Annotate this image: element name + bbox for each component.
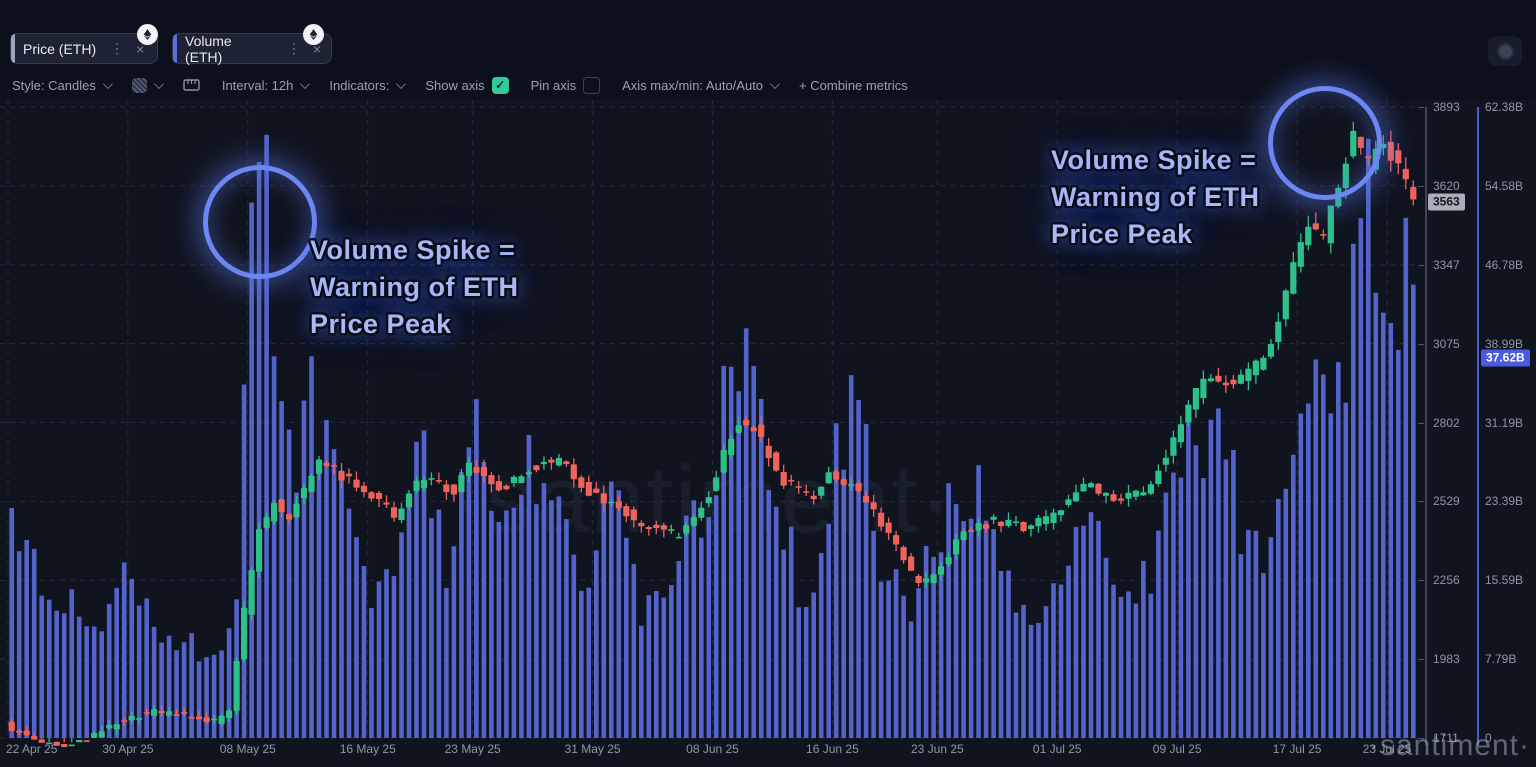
tick-mark — [1418, 343, 1424, 345]
callout-line: Volume Spike = — [310, 235, 516, 265]
volume-tick-label: 54.58B — [1485, 178, 1524, 193]
price-tick-label: 2802 — [1433, 415, 1460, 430]
date-tick-label: 08 Jun 25 — [686, 742, 739, 756]
eth-coin-icon — [303, 24, 324, 45]
volume-tick-label: 62.38B — [1485, 100, 1524, 114]
date-tick-label: 31 May 25 — [564, 742, 621, 756]
volume-tick-label: 31.19B — [1485, 415, 1524, 430]
price-volume-plot[interactable] — [0, 100, 1425, 767]
price-tick-label: 3620 — [1433, 178, 1460, 193]
eth-coin-icon — [137, 24, 158, 45]
date-tick-label: 16 Jun 25 — [806, 742, 859, 756]
interval-label: Interval: 12h — [221, 77, 294, 93]
tick-mark — [1418, 659, 1424, 661]
chevron-down-icon — [153, 78, 164, 89]
close-icon[interactable]: × — [312, 40, 321, 57]
style-label: Style: Candles — [12, 77, 96, 93]
tick-mark — [1418, 422, 1424, 424]
chart-settings-button[interactable] — [1488, 36, 1522, 66]
price-tick-label: 1983 — [1433, 652, 1460, 667]
tab-accent — [11, 34, 15, 63]
chevron-down-icon — [396, 78, 407, 89]
pin-axis-label: Pin axis — [530, 77, 577, 93]
tick-mark — [1418, 501, 1424, 503]
axis-maxmin-dropdown[interactable]: Axis max/min: Auto/Auto — [622, 77, 780, 93]
style-dropdown[interactable]: Style: Candles — [12, 77, 113, 93]
date-tick-label: 30 Apr 25 — [102, 742, 154, 756]
checkbox-checked-icon[interactable]: ✓ — [491, 76, 509, 94]
axis-maxmin-label: Axis max/min: Auto/Auto — [622, 77, 764, 93]
chevron-down-icon — [102, 78, 113, 89]
price-tick-label: 1711 — [1433, 731, 1459, 745]
indicators-dropdown[interactable]: Indicators: — [329, 77, 407, 93]
price-tick-label: 3893 — [1433, 100, 1460, 114]
kebab-menu-icon[interactable]: ⋮ — [110, 40, 125, 56]
tick-mark — [1418, 185, 1424, 187]
current-volume-badge: 37.62B — [1481, 349, 1530, 367]
date-tick-label: 23 Jun 25 — [910, 742, 964, 756]
date-tick-label: 23 May 25 — [444, 742, 501, 756]
callout-line: Warning of ETH — [310, 272, 519, 302]
date-tick-label: 08 May 25 — [219, 742, 276, 756]
combine-metrics-label: + Combine metrics — [799, 77, 908, 93]
chevron-down-icon — [770, 78, 780, 89]
volume-spike-callout-left: Volume Spike = Warning of ETH Price Peak — [310, 232, 518, 343]
ruler-icon — [183, 79, 200, 91]
volume-spike-circle-left — [203, 165, 317, 279]
price-tick-label: 2256 — [1433, 573, 1460, 588]
callout-line: Price Peak — [1051, 219, 1193, 249]
callout-line: Warning of ETH — [1051, 182, 1260, 212]
callout-line: Price Peak — [310, 309, 452, 339]
settings-icon — [1498, 44, 1512, 58]
tab-label: Volume (ETH) — [185, 32, 232, 65]
combine-metrics-button[interactable]: + Combine metrics — [799, 78, 908, 93]
tab-label: Price (ETH) — [23, 40, 97, 57]
interval-dropdown[interactable]: Interval: 12h — [221, 77, 311, 93]
checkbox-unchecked-icon[interactable] — [583, 76, 601, 94]
x-axis-date-labels: 22 Apr 25 30 Apr 25 08 May 25 16 May 25 23 M… — [0, 738, 1425, 766]
chevron-down-icon — [300, 78, 311, 89]
date-tick-label: 17 Jul 25 — [1272, 742, 1322, 756]
tick-mark — [1418, 738, 1424, 739]
volume-tick-label: 46.78B — [1485, 257, 1524, 272]
volume-spike-callout-right: Volume Spike = Warning of ETH Price Peak — [1051, 142, 1259, 253]
date-tick-label: 23 Jul 25 — [1362, 742, 1412, 756]
price-peak-circle-right — [1268, 86, 1382, 200]
volume-tick-label: 38.99B — [1485, 336, 1524, 351]
tick-mark — [1418, 580, 1424, 582]
close-icon[interactable]: × — [136, 40, 145, 57]
volume-tick-label: 15.59B — [1485, 573, 1524, 588]
pin-axis-toggle[interactable]: Pin axis — [530, 76, 601, 94]
price-tick-label: 2529 — [1433, 494, 1460, 509]
measure-tool-button[interactable] — [183, 78, 200, 92]
price-tick-label: 3075 — [1433, 336, 1460, 351]
chart-toolbar: Style: Candles Interval: 12h Indicators:… — [0, 72, 1536, 98]
show-axis-toggle[interactable]: Show axis ✓ — [425, 76, 509, 94]
indicators-label: Indicators: — [329, 77, 390, 93]
tick-mark — [1418, 264, 1424, 266]
tick-mark — [1418, 107, 1424, 108]
volume-tick-label: 0 — [1485, 731, 1492, 745]
volume-axis-line[interactable] — [1477, 107, 1479, 745]
tab-bar: Price (ETH) ⋮ × Volume (ETH) ⋮ × — [0, 0, 1536, 70]
date-tick-label: 09 Jul 25 — [1152, 742, 1202, 756]
tab-accent — [173, 34, 177, 63]
volume-tick-label: 23.39B — [1485, 494, 1524, 509]
pattern-icon — [131, 77, 147, 93]
pattern-dropdown[interactable] — [131, 77, 164, 93]
date-tick-label: 16 May 25 — [339, 742, 396, 756]
show-axis-label: Show axis — [425, 77, 485, 93]
current-price-badge: 3563 — [1428, 193, 1465, 211]
callout-line: Volume Spike = — [1051, 145, 1257, 175]
price-tick-label: 3347 — [1433, 257, 1460, 272]
kebab-menu-icon[interactable]: ⋮ — [286, 40, 301, 56]
volume-tick-label: 7.79B — [1485, 652, 1517, 667]
tab-price-eth[interactable]: Price (ETH) ⋮ × — [10, 33, 158, 64]
date-tick-label: 01 Jul 25 — [1032, 742, 1082, 756]
price-axis-line[interactable] — [1425, 107, 1427, 745]
date-tick-label: 22 Apr 25 — [6, 742, 58, 756]
